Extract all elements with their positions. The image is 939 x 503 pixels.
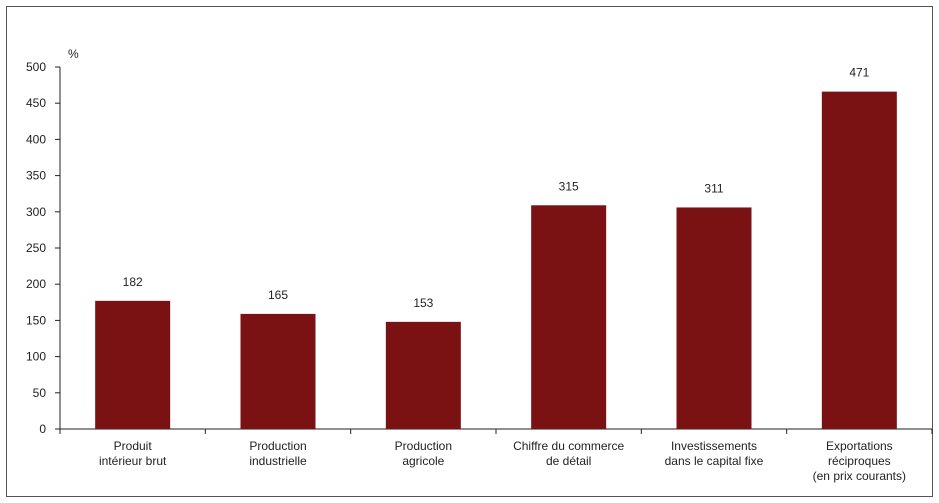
bar	[822, 92, 897, 429]
y-tick-label: 400	[26, 132, 46, 146]
y-tick-label: 250	[26, 241, 46, 255]
category-label-line: de détail	[546, 454, 591, 468]
y-tick-label: 450	[26, 96, 46, 110]
bar	[241, 314, 316, 429]
category-label-line: (en prix courants)	[813, 469, 906, 483]
category-label-line: dans le capital fixe	[665, 454, 764, 468]
category-label: Production agricole	[395, 439, 452, 468]
category-label: Chiffre du commerce de détail	[513, 439, 624, 468]
bar	[677, 207, 752, 429]
y-axis-unit-label: %	[68, 47, 79, 61]
bar	[95, 301, 170, 429]
category-label-line: industrielle	[249, 454, 307, 468]
category-label-line: Chiffre du commerce	[513, 439, 624, 453]
bar-value-label: 315	[559, 179, 579, 193]
category-label-line: agricole	[402, 454, 444, 468]
category-label-line: Production	[249, 439, 306, 453]
category-label-line: réciproques	[828, 454, 891, 468]
bar-value-label: 311	[704, 181, 723, 195]
bar-value-label: 153	[413, 296, 433, 310]
y-tick-label: 300	[26, 205, 46, 219]
category-label-line: intérieur brut	[99, 454, 167, 468]
bar-value-label: 165	[268, 288, 288, 302]
category-label: Exportations réciproques (en prix courants…	[813, 439, 906, 483]
y-tick-label: 350	[26, 169, 46, 183]
category-label: Production industrielle	[249, 439, 307, 468]
bars	[95, 92, 897, 429]
category-label: Produit intérieur brut	[99, 439, 167, 468]
category-label-line: Produit	[114, 439, 153, 453]
bar-value-label: 471	[849, 66, 869, 80]
bar-value-label: 182	[123, 275, 143, 289]
bar	[531, 205, 606, 429]
category-label-line: Investissements	[671, 439, 757, 453]
y-axis: 0 50 100 150 200 250 300 350 400 450 500	[26, 60, 60, 436]
bar	[386, 322, 461, 429]
y-tick-label: 0	[39, 422, 46, 436]
data-labels: 182 165 153 315 311 471	[123, 66, 870, 310]
category-label-line: Exportations	[826, 439, 893, 453]
category-label-line: Production	[395, 439, 452, 453]
y-tick-label: 200	[26, 277, 46, 291]
category-label: Investissements dans le capital fixe	[665, 439, 764, 468]
y-tick-label: 100	[26, 350, 46, 364]
y-tick-label: 150	[26, 313, 46, 327]
y-tick-label: 50	[33, 386, 47, 400]
y-tick-label: 500	[26, 60, 46, 74]
